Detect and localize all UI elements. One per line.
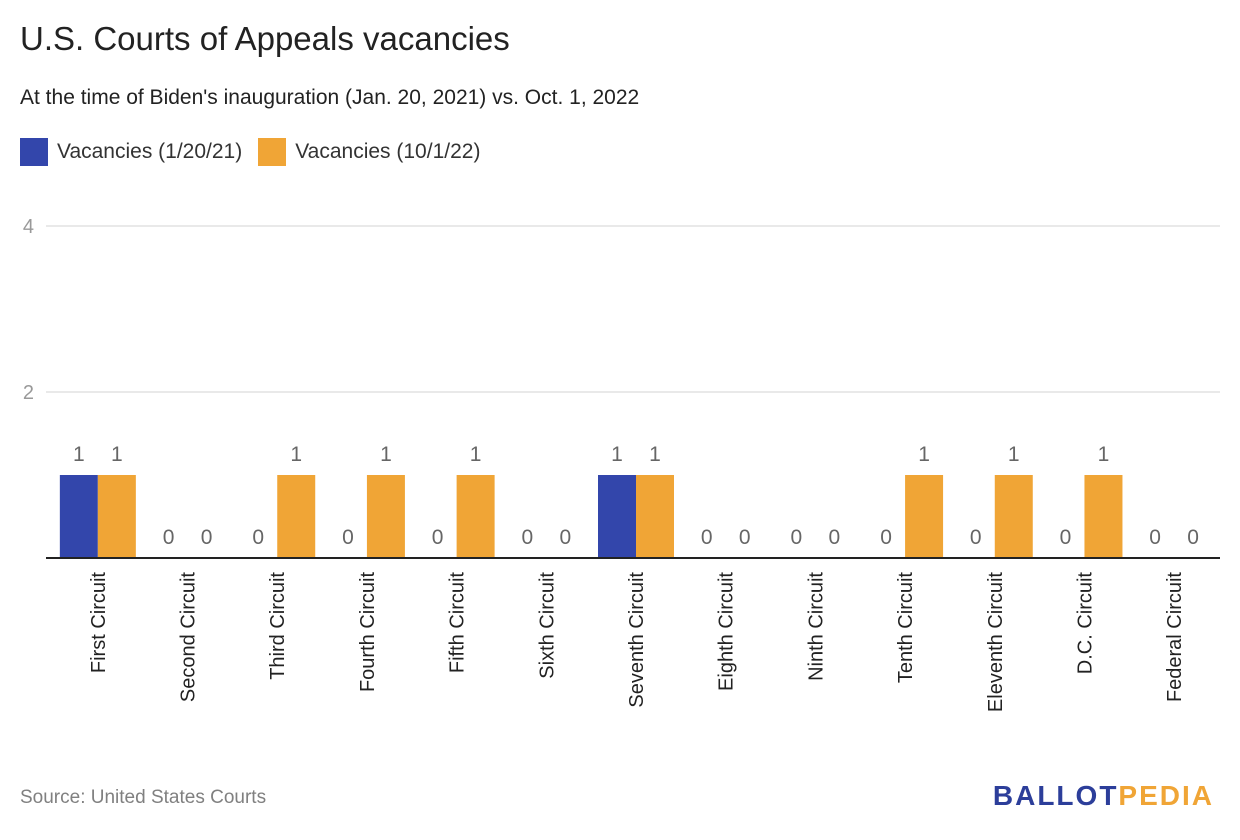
x-tick-label-6: Seventh Circuit <box>626 572 648 708</box>
data-label-series-2-10: 1 <box>1008 443 1020 466</box>
x-tick-label-0: First Circuit <box>88 572 110 674</box>
legend-item-series-1[interactable]: Vacancies (1/20/21) <box>20 138 242 166</box>
legend: Vacancies (1/20/21) Vacancies (10/1/22) <box>20 138 496 166</box>
x-tick-label-1: Second Circuit <box>178 572 200 703</box>
x-tick-label-2: Third Circuit <box>267 572 289 680</box>
bar-series-1-0 <box>59 475 98 558</box>
bar-series-2-0 <box>97 475 136 558</box>
data-label-series-1-2: 0 <box>252 526 264 549</box>
data-label-series-1-8: 0 <box>791 526 803 549</box>
legend-swatch-series-1 <box>20 138 48 166</box>
bar-chart: 2 4 1 1 First Circuit 0 0 Second Circuit 0 1 Third… <box>23 216 1220 713</box>
chart-title: U.S. Courts of Appeals vacancies <box>20 20 510 57</box>
x-tick-label-3: Fourth Circuit <box>357 572 379 692</box>
logo-text-pedia: PEDIA <box>1118 780 1214 811</box>
x-tick-label-4: Fifth Circuit <box>447 572 469 674</box>
legend-swatch-series-2 <box>258 138 287 166</box>
data-label-series-2-9: 1 <box>918 443 930 466</box>
ballotpedia-logo: BALLOTPEDIA <box>993 780 1214 812</box>
x-tick-label-12: Federal Circuit <box>1164 572 1186 702</box>
y-tick-label-4: 4 <box>23 216 34 238</box>
bar-series-2-10 <box>994 475 1033 558</box>
data-label-series-2-0: 1 <box>111 443 123 466</box>
data-label-series-1-11: 0 <box>1060 526 1072 549</box>
bar-series-2-6 <box>636 475 674 558</box>
data-label-series-2-8: 0 <box>829 526 841 549</box>
legend-item-series-2[interactable]: Vacancies (10/1/22) <box>258 138 480 166</box>
data-label-series-1-1: 0 <box>163 526 175 549</box>
data-label-series-2-4: 1 <box>470 443 482 466</box>
data-label-series-2-7: 0 <box>739 526 751 549</box>
bar-series-1-6 <box>598 475 636 558</box>
data-label-series-2-3: 1 <box>380 443 392 466</box>
data-label-series-1-4: 0 <box>432 526 444 549</box>
x-tick-label-5: Sixth Circuit <box>536 572 558 679</box>
data-label-series-2-12: 0 <box>1187 526 1199 549</box>
chart-subtitle: At the time of Biden's inauguration (Jan… <box>20 86 640 109</box>
data-label-series-1-12: 0 <box>1149 526 1161 549</box>
data-label-series-2-11: 1 <box>1098 443 1110 466</box>
x-tick-label-7: Eighth Circuit <box>716 572 738 691</box>
data-label-series-1-7: 0 <box>701 526 713 549</box>
data-label-series-1-0: 1 <box>73 443 85 466</box>
y-tick-label-2: 2 <box>23 382 34 404</box>
data-label-series-2-6: 1 <box>649 443 661 466</box>
data-label-series-1-9: 0 <box>880 526 892 549</box>
x-tick-label-8: Ninth Circuit <box>805 572 827 681</box>
x-tick-label-11: D.C. Circuit <box>1074 572 1096 675</box>
bar-series-2-11 <box>1084 475 1123 558</box>
source-note: Source: United States Courts <box>20 787 267 808</box>
legend-label-series-1: Vacancies (1/20/21) <box>57 140 243 163</box>
bar-series-2-4 <box>456 475 495 558</box>
data-label-series-2-1: 0 <box>201 526 213 549</box>
bar-series-2-9 <box>905 475 944 558</box>
x-tick-label-9: Tenth Circuit <box>895 572 917 684</box>
data-label-series-1-6: 1 <box>611 443 623 466</box>
data-label-series-1-5: 0 <box>521 526 533 549</box>
logo-text-ballot: BALLOT <box>992 780 1119 811</box>
data-label-series-1-3: 0 <box>342 526 354 549</box>
bar-series-2-2 <box>277 475 316 558</box>
data-label-series-1-10: 0 <box>970 526 982 549</box>
data-label-series-2-2: 1 <box>290 443 302 466</box>
legend-label-series-2: Vacancies (10/1/22) <box>295 140 481 163</box>
x-tick-label-10: Eleventh Circuit <box>985 572 1007 713</box>
data-label-series-2-5: 0 <box>559 526 571 549</box>
bar-series-2-3 <box>366 475 405 558</box>
